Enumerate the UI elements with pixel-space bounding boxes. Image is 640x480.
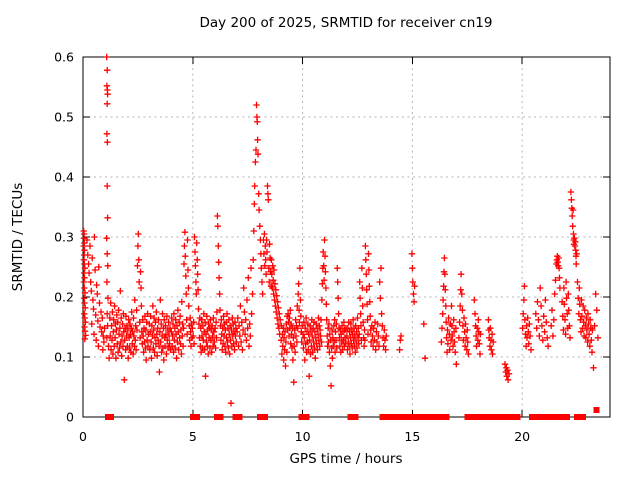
gap-bar [385,414,398,420]
data-layer [80,53,602,407]
gap-bar [232,414,243,420]
y-tick-label: 0.6 [54,50,74,65]
x-tick-label: 0 [79,429,87,444]
x-tick-label: 10 [295,429,311,444]
gap-bar [401,414,414,420]
gap-bar [105,414,115,420]
y-axis-label: SRMTID / TECUs [10,183,26,291]
gap-bar [529,414,540,420]
gap-bar [213,414,224,420]
gap-bar [394,414,407,420]
y-tick-label: 0.1 [54,350,74,365]
gap-bar [464,414,487,420]
x-tick-label: 15 [404,429,420,444]
gap-bar [484,414,504,420]
x-tick-label: 5 [189,429,197,444]
y-tick-label: 0.5 [54,110,74,125]
gap-bar [558,414,570,420]
gap-bar [256,414,268,420]
gap-bar [350,414,359,420]
y-tick-label: 0.2 [54,290,74,305]
y-tick-label: 0.3 [54,230,74,245]
chart-title: Day 200 of 2025, SRMTID for receiver cn1… [200,15,493,31]
scatter-points [80,53,602,407]
tick-labels-layer: 0 0.1 0.2 0.3 0.4 0.5 0.6 0 5 10 15 20 [54,50,530,445]
gap-bar [538,414,559,420]
plot-border [82,56,611,418]
gap-bar [499,414,521,420]
gap-bars-layer [105,406,600,420]
axis-layer [82,56,611,418]
gap-bar [379,414,391,420]
y-tick-label: 0.4 [54,170,74,185]
gap-bar [409,414,423,420]
near-zero-square [593,406,600,413]
gap-bar [298,414,310,420]
x-tick-label: 20 [514,429,530,444]
grid-layer [83,57,610,417]
gap-bar [418,414,450,420]
gap-bar [189,414,201,420]
x-axis-label: GPS time / hours [289,451,402,467]
y-tick-label: 0 [66,410,74,425]
gap-bar [574,414,586,420]
